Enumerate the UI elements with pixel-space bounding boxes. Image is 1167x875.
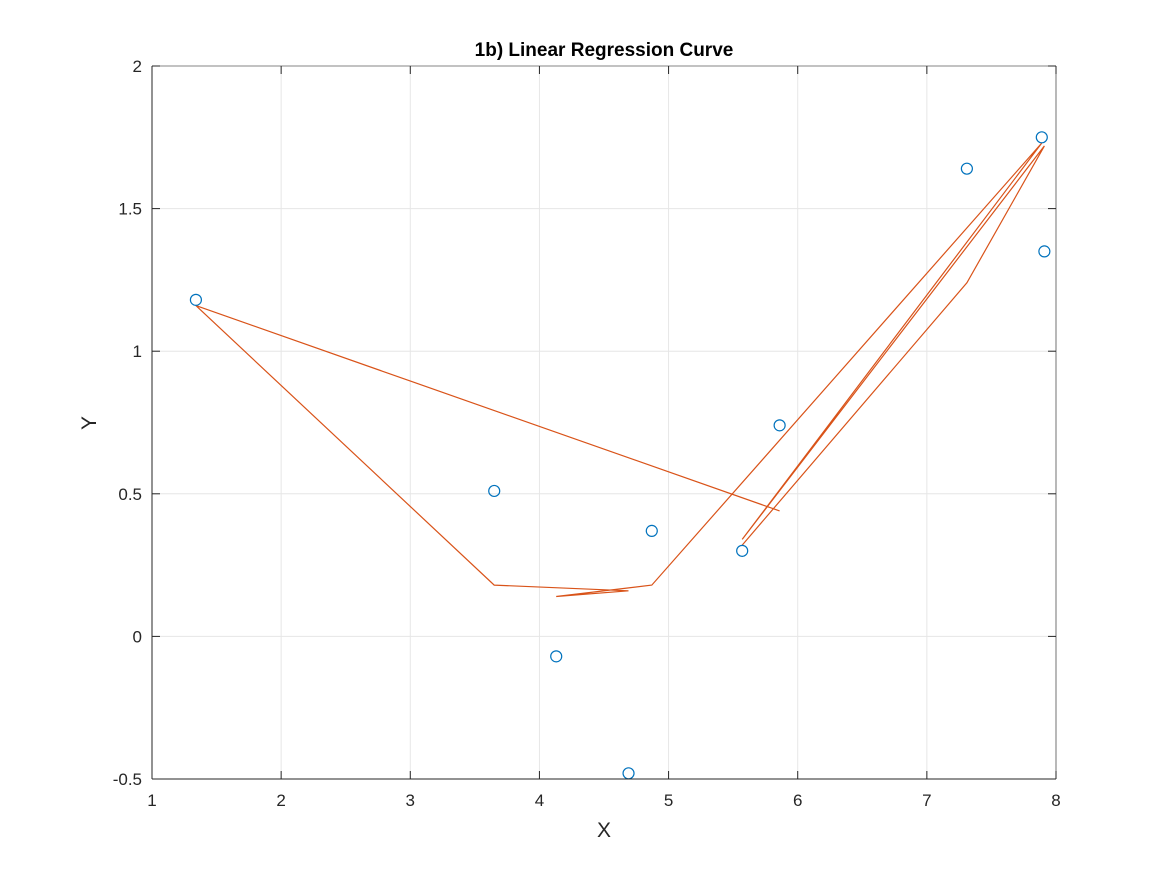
x-tick-label: 1 bbox=[147, 791, 156, 810]
y-axis-label: Y bbox=[78, 416, 101, 430]
x-tick-label: 2 bbox=[276, 791, 285, 810]
x-tick-label: 5 bbox=[664, 791, 673, 810]
data-point bbox=[550, 650, 563, 663]
data-point bbox=[960, 162, 973, 175]
y-tick-label: 1.5 bbox=[118, 200, 142, 219]
x-tick-labels: 1 2 3 4 5 6 7 8 bbox=[147, 791, 1060, 810]
x-tick-label: 8 bbox=[1051, 791, 1060, 810]
data-point bbox=[1035, 131, 1048, 144]
axes bbox=[151, 65, 1057, 780]
x-axis-label: X bbox=[597, 819, 611, 842]
x-tick-label: 3 bbox=[406, 791, 415, 810]
y-tick-label: -0.5 bbox=[113, 770, 142, 789]
data-point bbox=[488, 484, 501, 498]
data-point bbox=[189, 293, 203, 306]
x-tick-label: 7 bbox=[922, 791, 931, 810]
y-tick-label: 0.5 bbox=[118, 485, 142, 504]
regression-line bbox=[195, 142, 1045, 598]
regression-line-path bbox=[195, 142, 1045, 598]
data-point bbox=[736, 544, 749, 557]
plot-area bbox=[152, 66, 1056, 779]
data-point bbox=[645, 524, 658, 537]
chart-title: 1b) Linear Regression Curve bbox=[475, 40, 734, 61]
data-point bbox=[773, 419, 786, 432]
y-tick-label: 0 bbox=[133, 627, 142, 646]
x-tick-label: 6 bbox=[793, 791, 802, 810]
data-point bbox=[1038, 245, 1051, 258]
y-tick-label: 1 bbox=[133, 342, 142, 361]
y-tick-label: 2 bbox=[133, 57, 142, 76]
y-tick-labels: -0.5 0 0.5 1 1.5 2 bbox=[113, 57, 142, 789]
x-tick-label: 4 bbox=[535, 791, 544, 810]
